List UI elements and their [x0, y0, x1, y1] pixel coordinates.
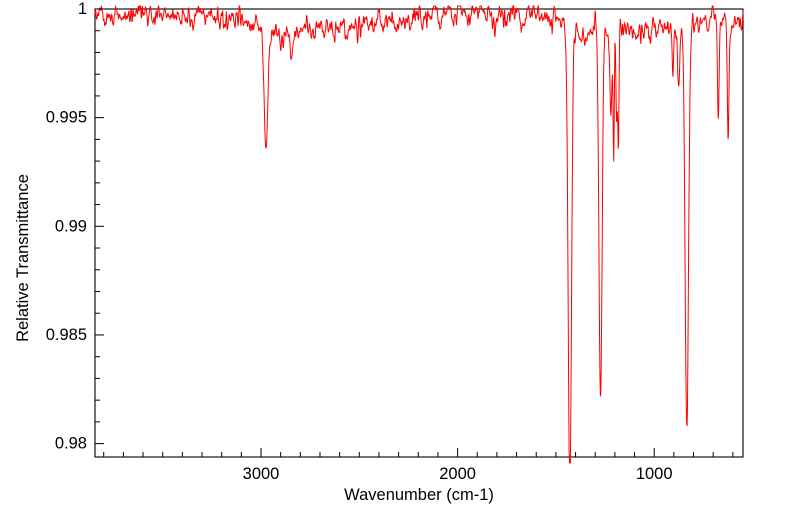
svg-text:Relative Transmittance: Relative Transmittance: [14, 174, 32, 342]
svg-text:3000: 3000: [243, 465, 280, 483]
svg-text:Wavenumber (cm-1): Wavenumber (cm-1): [344, 486, 494, 504]
svg-text:0.985: 0.985: [46, 326, 87, 344]
svg-text:0.995: 0.995: [46, 109, 87, 127]
svg-text:0.98: 0.98: [55, 435, 87, 453]
svg-text:0.99: 0.99: [55, 217, 87, 235]
svg-text:2000: 2000: [439, 465, 476, 483]
svg-text:1000: 1000: [636, 465, 673, 483]
svg-text:1: 1: [78, 0, 87, 18]
